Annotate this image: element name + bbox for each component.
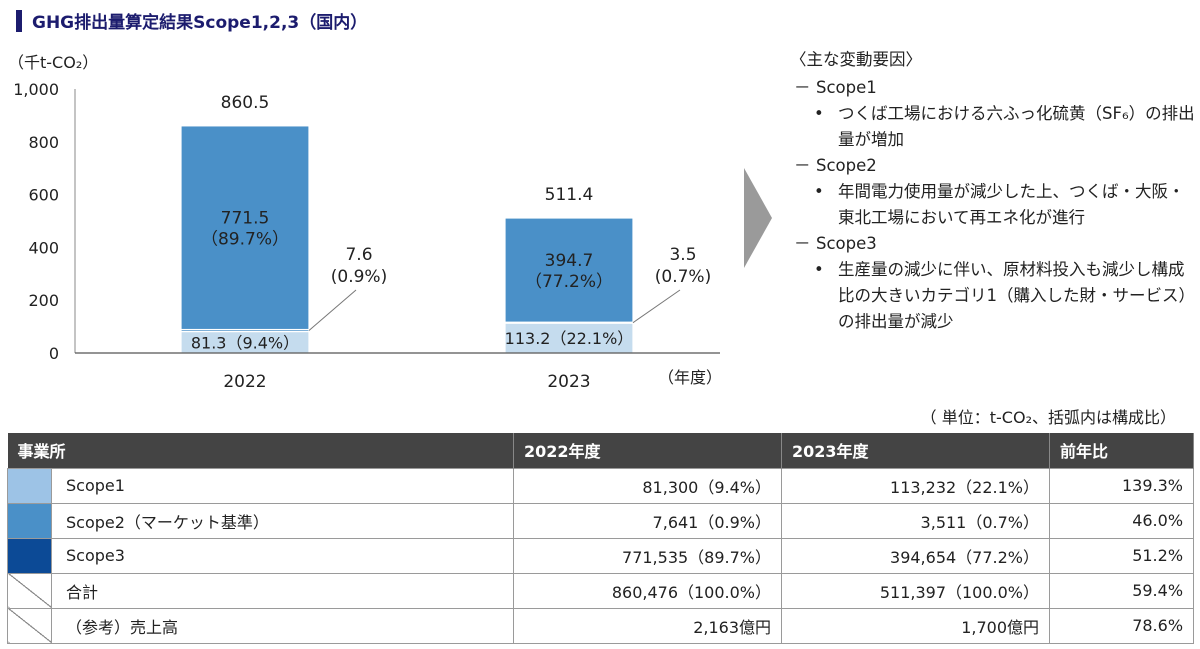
header-site: 事業所 <box>7 433 515 468</box>
diagonal-cell <box>7 572 52 609</box>
note-dash: － <box>794 156 811 175</box>
cell-ratio: 139.3% <box>1049 467 1195 504</box>
row-label: Scope1 <box>50 467 515 504</box>
arrow-right-icon <box>744 168 772 268</box>
row-label: Scope2（マーケット基準） <box>50 502 515 539</box>
legend-swatch <box>7 502 52 539</box>
table-row: Scope3 771,535（89.7%） 394,654（77.2%） 51.… <box>7 537 1195 574</box>
cell-ratio: 46.0% <box>1049 502 1195 539</box>
emissions-summary-table: 事業所 2022年度 2023年度 前年比 Scope1 81,300（9.4%… <box>7 433 1195 644</box>
note-group-scope2: － Scope2 • 年間電力使用量が減少した上、つくば・大阪・東北工場において再エ… <box>790 153 1200 231</box>
scope3-share-label: （89.7%） <box>201 230 289 250</box>
scope1-value-label: 81.3（9.4%） <box>191 333 299 352</box>
y-tick-label: 800 <box>28 133 59 152</box>
table-header-row: 事業所 2022年度 2023年度 前年比 <box>7 433 1195 468</box>
x-unit-label: （年度） <box>658 368 722 387</box>
y-tick-label: 400 <box>28 238 59 257</box>
header-ratio: 前年比 <box>1049 433 1195 468</box>
y-tick-label: 0 <box>49 344 59 363</box>
note-bullet-text: 生産量の減少に伴い、原材料投入も減少し構成比の大きいカテゴリ1（購入した財・サー… <box>838 260 1195 331</box>
cell-2023: 511,397（100.0%） <box>781 572 1051 609</box>
scope2-value-label: 7.6 <box>345 245 372 265</box>
notes-heading: 〈主な変動要因〉 <box>790 50 922 69</box>
scope1-value-label: 113.2（22.1%） <box>505 329 634 348</box>
y-unit-label: （千t-CO₂） <box>8 53 98 72</box>
scope2-share-label: (0.9%) <box>331 267 387 287</box>
scope2-leader-line <box>632 289 681 324</box>
cell-2023: 3,511（0.7%） <box>781 502 1051 539</box>
cell-2022: 860,476（100.0%） <box>513 572 783 609</box>
x-tick-label: 2023 <box>547 372 590 392</box>
note-bullet-text: つくば工場における六ふっ化硫黄（SF₆）の排出量が増加 <box>838 104 1195 149</box>
bar-segment-scope3 <box>180 125 310 331</box>
title-accent-bar <box>16 10 22 32</box>
table-row: 合計 860,476（100.0%） 511,397（100.0%） 59.4% <box>7 572 1195 609</box>
bullet-icon: • <box>814 182 824 201</box>
table-row: Scope1 81,300（9.4%） 113,232（22.1%） 139.3… <box>7 467 1195 504</box>
note-scope-label: Scope2 <box>816 156 877 175</box>
legend-swatch <box>7 467 52 504</box>
page-title: GHG排出量算定結果Scope1,2,3（国内） <box>32 13 368 33</box>
note-scope-label: Scope1 <box>816 78 877 97</box>
table-row: （参考）売上高 2,163億円 1,700億円 78.6% <box>7 607 1195 644</box>
cell-2023: 1,700億円 <box>781 607 1051 644</box>
scope2-share-label: (0.7%) <box>655 267 711 287</box>
bullet-icon: • <box>814 260 824 279</box>
x-tick-label: 2022 <box>223 372 266 392</box>
row-label: 合計 <box>50 572 515 609</box>
y-tick-label: 600 <box>28 186 59 205</box>
stacked-bar-chart: （千t-CO₂） 0 200 400 600 800 1,000 860.5 2022 511.4… <box>8 53 772 392</box>
cell-2022: 771,535（89.7%） <box>513 537 783 574</box>
row-label: （参考）売上高 <box>50 607 515 644</box>
scope2-leader-line <box>308 289 357 331</box>
y-tick-label: 200 <box>28 291 59 310</box>
cell-ratio: 78.6% <box>1049 607 1195 644</box>
cell-2023: 113,232（22.1%） <box>781 467 1051 504</box>
bullet-icon: • <box>814 104 824 123</box>
table-unit-note: （ 単位：t-CO₂、括弧内は構成比） <box>920 408 1176 427</box>
header-2023: 2023年度 <box>781 433 1051 468</box>
y-tick-label: 1,000 <box>13 80 59 99</box>
scope2-value-label: 3.5 <box>669 245 696 265</box>
note-scope-label: Scope3 <box>816 234 877 253</box>
scope3-value-label: 394.7 <box>545 251 594 271</box>
header-2022: 2022年度 <box>513 433 783 468</box>
cell-ratio: 51.2% <box>1049 537 1195 574</box>
cell-ratio: 59.4% <box>1049 572 1195 609</box>
scope3-value-label: 771.5 <box>221 209 270 229</box>
note-group-scope1: － Scope1 • つくば工場における六ふっ化硫黄（SF₆）の排出量が増加 <box>790 75 1200 153</box>
note-bullet-text: 年間電力使用量が減少した上、つくば・大阪・東北工場において再エネ化が進行 <box>838 182 1185 227</box>
scope3-share-label: （77.2%） <box>525 272 613 292</box>
legend-swatch <box>7 537 52 574</box>
bar-total-label: 511.4 <box>545 185 594 205</box>
cell-2022: 2,163億円 <box>513 607 783 644</box>
cell-2022: 81,300（9.4%） <box>513 467 783 504</box>
note-dash: － <box>794 78 811 97</box>
row-label: Scope3 <box>50 537 515 574</box>
table-row: Scope2（マーケット基準） 7,641（0.9%） 3,511（0.7%） … <box>7 502 1195 539</box>
bar-segment-scope3 <box>504 217 634 323</box>
bar-total-label: 860.5 <box>221 93 270 113</box>
note-group-scope3: － Scope3 • 生産量の減少に伴い、原材料投入も減少し構成比の大きいカテゴリ1… <box>790 231 1200 335</box>
diagonal-cell <box>7 607 52 644</box>
note-dash: － <box>794 234 811 253</box>
change-factors-panel: 〈主な変動要因〉 － Scope1 • つくば工場における六ふっ化硫黄（SF₆）の排… <box>790 47 1200 335</box>
cell-2023: 394,654（77.2%） <box>781 537 1051 574</box>
cell-2022: 7,641（0.9%） <box>513 502 783 539</box>
